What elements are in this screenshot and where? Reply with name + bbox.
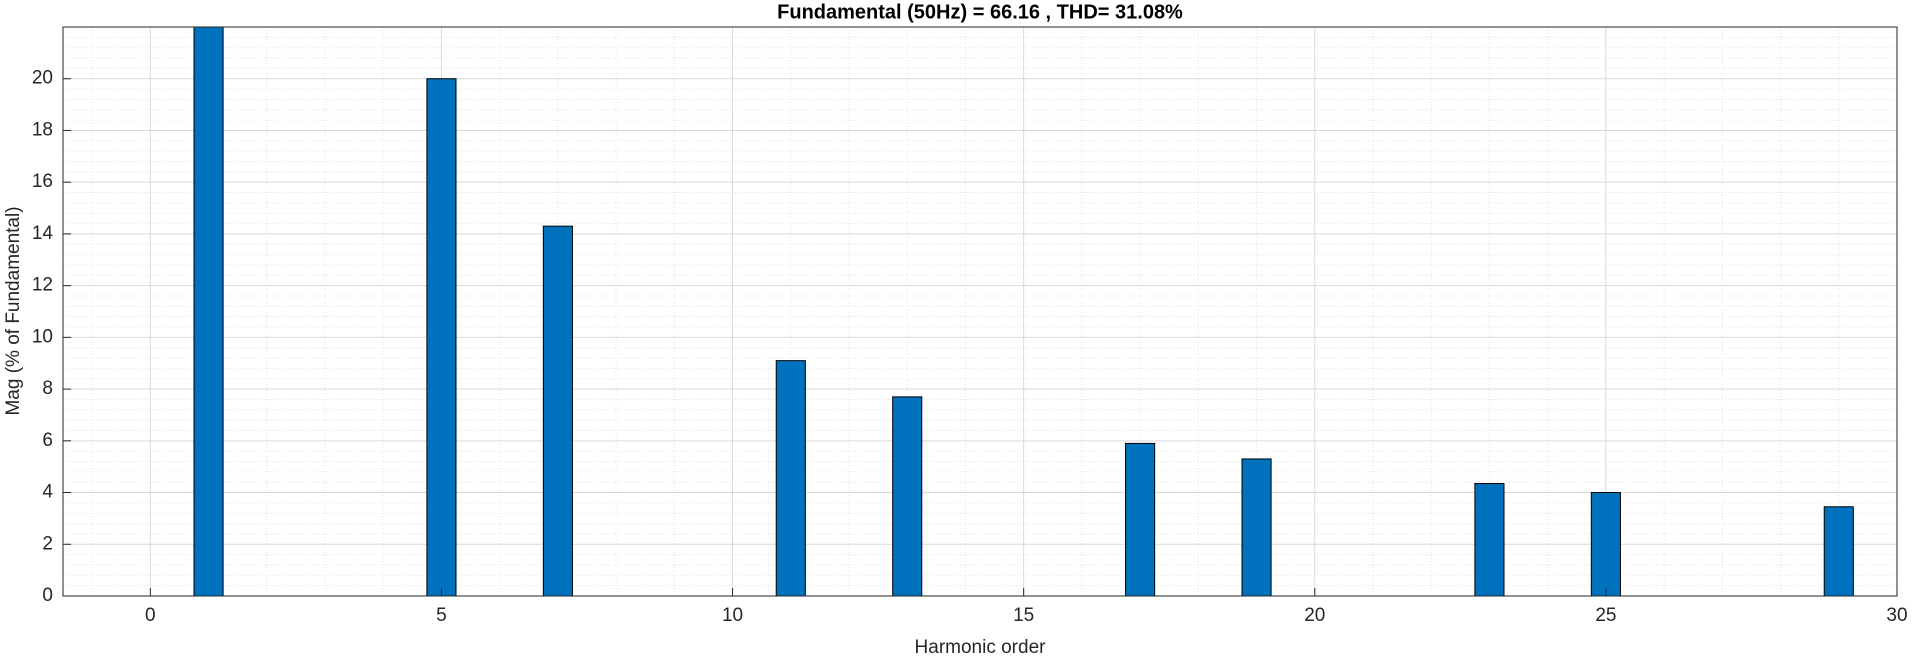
x-tick-label: 25	[1595, 605, 1616, 626]
bar	[1823, 506, 1854, 596]
y-tick-label: 18	[32, 119, 53, 140]
axes-box	[62, 26, 1898, 597]
bar	[1125, 442, 1156, 596]
x-tick-label: 30	[1886, 605, 1907, 626]
bar	[542, 225, 573, 596]
bars	[193, 27, 1854, 596]
y-tick-label: 20	[32, 68, 53, 89]
bar	[892, 396, 923, 596]
bar	[1474, 482, 1505, 596]
bar	[193, 27, 224, 596]
chart-title: Fundamental (50Hz) = 66.16 , THD= 31.08%	[777, 1, 1183, 23]
grid	[63, 27, 1898, 597]
y-tick-label: 0	[42, 585, 53, 606]
x-tick-label: 0	[145, 605, 156, 626]
plot-area	[63, 27, 1897, 596]
y-tick-label: 10	[32, 326, 53, 347]
y-tick-label: 8	[42, 378, 53, 399]
x-tick-label: 10	[722, 605, 743, 626]
x-tick-label: 20	[1304, 605, 1325, 626]
y-tick-label: 2	[42, 533, 53, 554]
bar	[1590, 492, 1621, 596]
x-tick-label: 5	[436, 605, 447, 626]
bar	[426, 78, 457, 596]
bar	[1241, 458, 1272, 596]
labels: 0 5 10 15 20 25 30 0 2 4 6 8 10 12 14 16 18 20	[32, 68, 1908, 626]
y-tick-label: 14	[32, 223, 54, 244]
bar	[775, 360, 806, 596]
x-tick-label: 15	[1013, 605, 1034, 626]
y-tick-label: 4	[42, 482, 53, 503]
y-tick-label: 12	[32, 275, 53, 296]
x-axis-label: Harmonic order	[915, 637, 1047, 658]
y-tick-label: 16	[32, 171, 53, 192]
y-tick-label: 6	[42, 430, 53, 451]
y-axis-label: Mag (% of Fundamental)	[3, 206, 24, 415]
